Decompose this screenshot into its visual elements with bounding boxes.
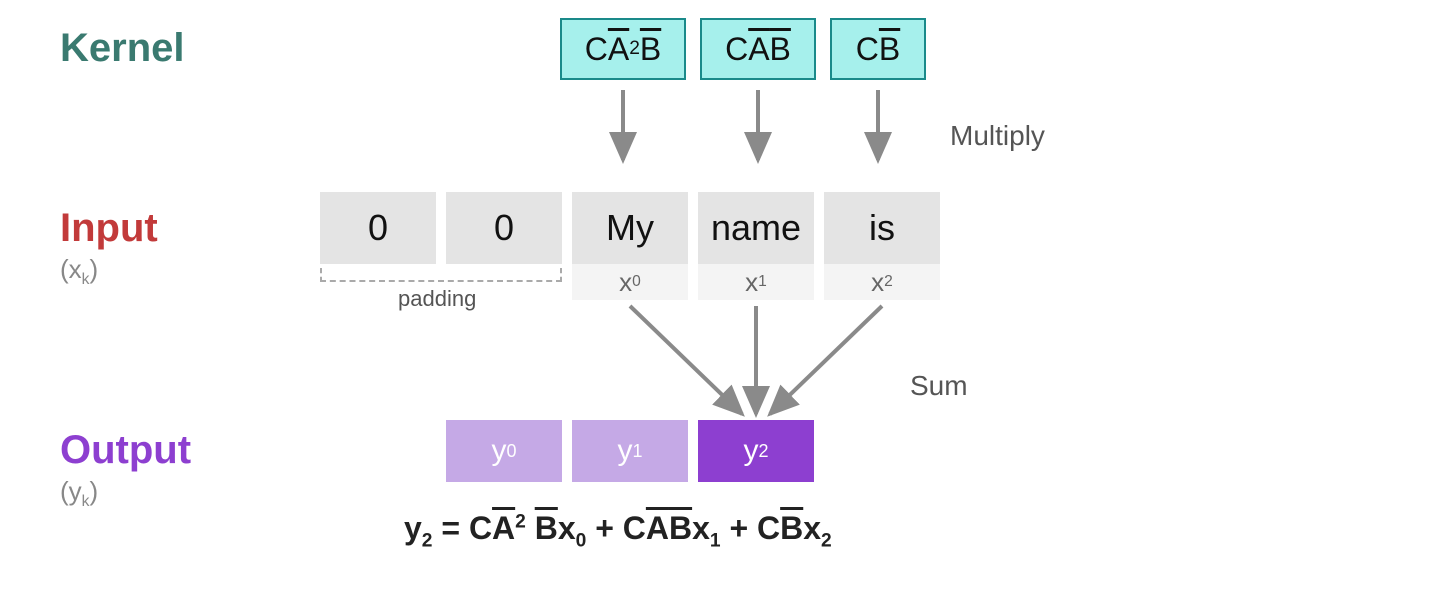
input-cell-2: My	[572, 192, 688, 264]
input-subscript: (xk)	[60, 254, 158, 289]
output-title: Output	[60, 430, 191, 470]
output-cell-0: y0	[446, 420, 562, 482]
input-cell-sub-4: x2	[824, 264, 940, 300]
sum-label: Sum	[910, 370, 968, 402]
kernel-label-block: Kernel	[60, 28, 185, 68]
formula: y2 = CA2 Bx0 + CABx1 + CBx2	[404, 510, 832, 552]
input-cell-0: 0	[320, 192, 436, 264]
input-cell-sub-2: x0	[572, 264, 688, 300]
padding-brace	[320, 268, 562, 282]
output-cell-1: y1	[572, 420, 688, 482]
kernel-cell-2: CB	[830, 18, 926, 80]
kernel-cell-1: CAB	[700, 18, 816, 80]
input-cell-4: is	[824, 192, 940, 264]
input-label-block: Input (xk)	[60, 208, 158, 289]
output-subscript: (yk)	[60, 476, 191, 511]
input-cell-sub-3: x1	[698, 264, 814, 300]
input-cell-3: name	[698, 192, 814, 264]
kernel-title: Kernel	[60, 28, 185, 68]
kernel-cell-0: CA2 B	[560, 18, 686, 80]
input-cell-1: 0	[446, 192, 562, 264]
output-cell-2: y2	[698, 420, 814, 482]
multiply-label: Multiply	[950, 120, 1045, 152]
input-title: Input	[60, 208, 158, 248]
padding-label: padding	[398, 286, 476, 312]
output-label-block: Output (yk)	[60, 430, 191, 511]
